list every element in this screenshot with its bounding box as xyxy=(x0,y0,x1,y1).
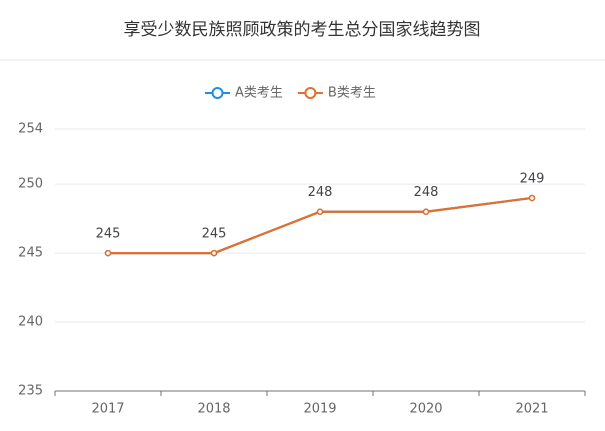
data-point xyxy=(210,249,218,257)
data-label: 245 xyxy=(202,227,227,242)
legend-marker xyxy=(304,87,317,99)
data-label: 245 xyxy=(96,227,121,242)
x-tick-label: 2020 xyxy=(409,402,442,417)
y-tick-label: 240 xyxy=(18,315,43,330)
data-label: 248 xyxy=(414,185,439,200)
data-label: 248 xyxy=(308,185,333,200)
data-point xyxy=(422,208,430,215)
legend-marker xyxy=(211,87,224,99)
data-point xyxy=(316,208,324,215)
data-label: 249 xyxy=(520,171,545,186)
data-point xyxy=(104,249,112,257)
x-tick-label: 2021 xyxy=(515,402,548,417)
chart-title: 享受少数民族照顾政策的考生总分国家线趋势图 xyxy=(124,20,481,40)
legend-label: A类考生 xyxy=(235,86,283,101)
y-tick-label: 250 xyxy=(18,177,43,192)
data-point xyxy=(528,194,536,202)
y-tick-label: 245 xyxy=(18,246,43,261)
y-tick-label: 235 xyxy=(18,384,43,399)
x-tick-label: 2018 xyxy=(197,402,230,417)
legend-label: B类考生 xyxy=(328,86,376,101)
y-tick-label: 254 xyxy=(18,122,43,137)
x-tick-label: 2017 xyxy=(91,402,124,417)
x-tick-label: 2019 xyxy=(303,402,336,417)
